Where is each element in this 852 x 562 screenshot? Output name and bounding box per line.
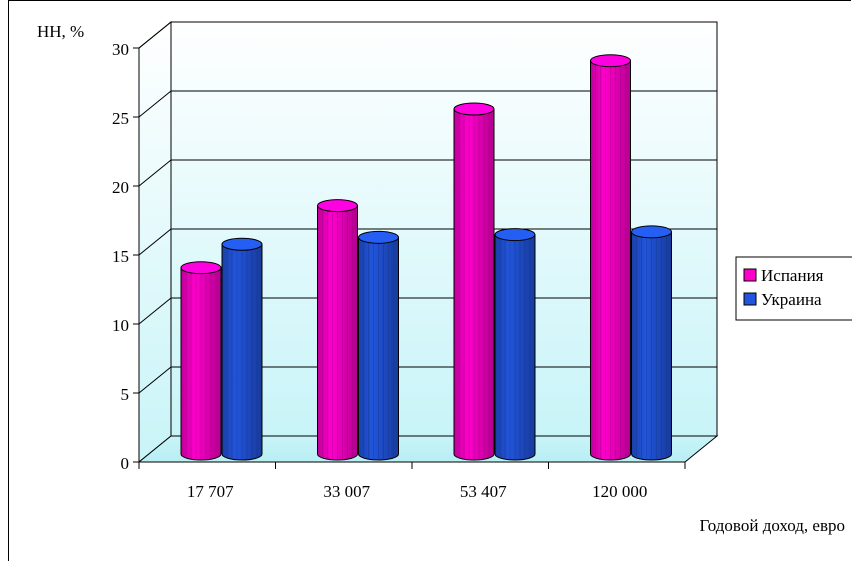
gridline [138,159,717,187]
bar [358,230,399,461]
bar-top [631,225,672,239]
bar [317,199,358,461]
bar [221,237,263,461]
y-tick-label: 0 [121,454,130,473]
bar-top [494,228,536,242]
bar [494,228,536,461]
x-tick-label: 33 007 [323,482,370,501]
y-tick-label: 10 [112,316,129,335]
x-axis-title: Годовой доход, евро [699,516,845,535]
legend-label: Испания [761,266,824,285]
bar-top [590,54,631,68]
bar [180,261,222,461]
x-tick-label: 53 407 [460,482,507,501]
y-axis-title: НН, % [37,22,84,41]
y-tick-label: 30 [112,40,129,59]
x-tick-label: 120 000 [592,482,647,501]
chart-frame [8,0,851,561]
bar-top [453,102,495,116]
legend-box [735,256,852,321]
gridline [138,90,717,118]
bar-top [180,261,222,275]
legend-swatch [743,268,757,282]
bar [590,54,631,461]
y-tick-label: 5 [121,385,130,404]
x-tick-label: 17 707 [187,482,234,501]
y-tick-label: 25 [112,109,129,128]
legend-label: Украина [761,290,822,309]
legend-swatch [743,292,757,306]
gridline [138,21,717,49]
bar-top [358,230,399,244]
bar [453,102,495,461]
y-tick-label: 15 [112,247,129,266]
bar-top [317,199,358,213]
bar-top [221,237,263,251]
bar [631,225,672,461]
gridline [138,228,717,256]
y-tick-label: 20 [112,178,129,197]
